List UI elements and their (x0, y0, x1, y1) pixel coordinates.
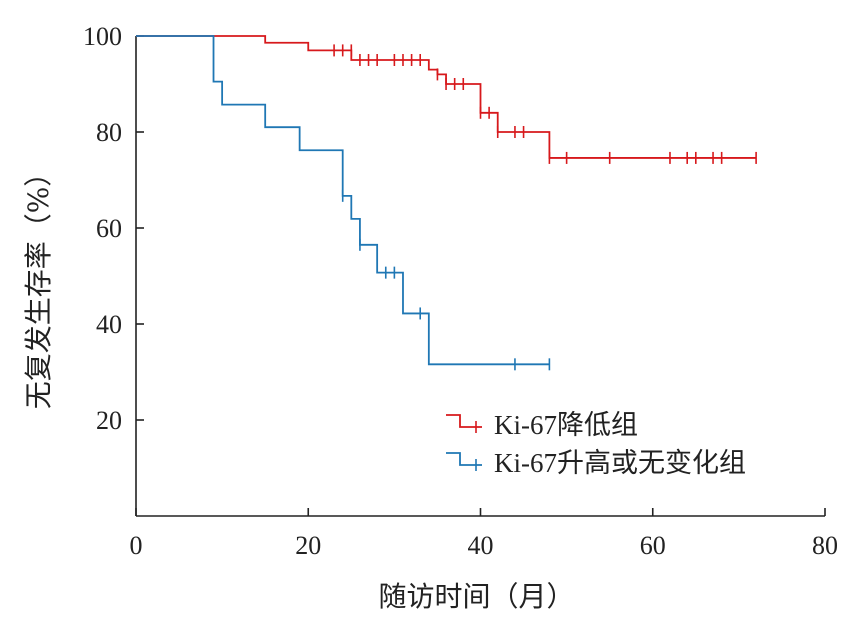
y-tick-label: 60 (96, 214, 122, 243)
legend-symbol-decreased (446, 414, 482, 428)
legend-label-decreased: Ki-67降低组 (494, 410, 638, 440)
x-axis-title: 随访时间（月） (378, 580, 574, 613)
y-tick-label: 20 (96, 406, 122, 435)
series-line-1 (136, 35, 550, 366)
x-ticks: 0 20 40 60 80 (130, 508, 838, 560)
legend-item-decreased: Ki-67降低组 (446, 410, 638, 440)
y-axis-title: 无复发生存率（%） (22, 159, 55, 410)
legend: Ki-67降低组 Ki-67升高或无变化组 (446, 410, 746, 478)
series-group (136, 35, 757, 371)
y-tick-label: 80 (96, 118, 122, 147)
x-tick-label: 0 (130, 531, 143, 560)
legend-symbol-increased (446, 452, 482, 466)
x-tick-label: 40 (468, 531, 494, 560)
series-line-0 (136, 35, 757, 159)
x-tick-label: 20 (295, 531, 321, 560)
legend-label-increased: Ki-67升高或无变化组 (494, 448, 746, 478)
x-tick-label: 80 (812, 531, 838, 560)
y-ticks: 20 40 60 80 100 (83, 22, 144, 435)
y-tick-label: 40 (96, 310, 122, 339)
y-tick-label: 100 (83, 22, 122, 51)
legend-item-increased: Ki-67升高或无变化组 (446, 448, 746, 478)
x-tick-label: 60 (640, 531, 666, 560)
